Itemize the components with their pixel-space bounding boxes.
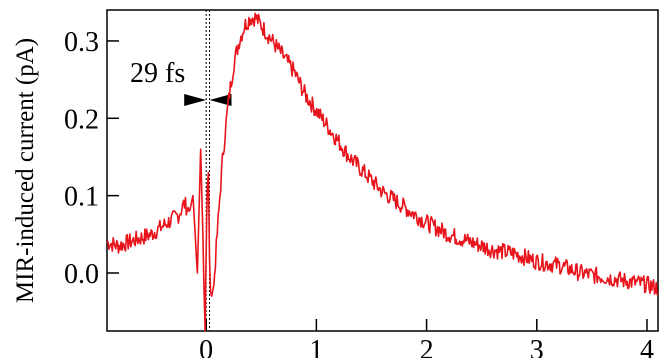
x-tick-label: 4 xyxy=(640,335,654,358)
series xyxy=(106,12,659,332)
ticks: 0.0 0.1 0.2 0.3 0 1 2 3 4 xyxy=(64,27,654,358)
data-series-line xyxy=(106,12,659,332)
x-tick-label: 1 xyxy=(309,335,323,358)
y-tick-label: 0.0 xyxy=(64,259,99,290)
x-tick-label: 2 xyxy=(420,335,434,358)
arrow-right-icon xyxy=(184,94,207,106)
y-tick-label: 0.2 xyxy=(64,104,99,135)
y-tick-label: 0.1 xyxy=(64,182,99,213)
y-axis-label: MIR-induced current (pA) xyxy=(12,38,39,303)
annotation-label: 29 fs xyxy=(130,58,185,89)
y-tick-label: 0.3 xyxy=(64,27,99,58)
pulse-markers xyxy=(184,10,232,331)
plot-frame xyxy=(106,9,659,332)
axes xyxy=(106,9,659,332)
x-tick-label: 0 xyxy=(199,335,213,358)
arrow-left-icon xyxy=(209,94,232,106)
x-tick-label: 3 xyxy=(530,335,544,358)
